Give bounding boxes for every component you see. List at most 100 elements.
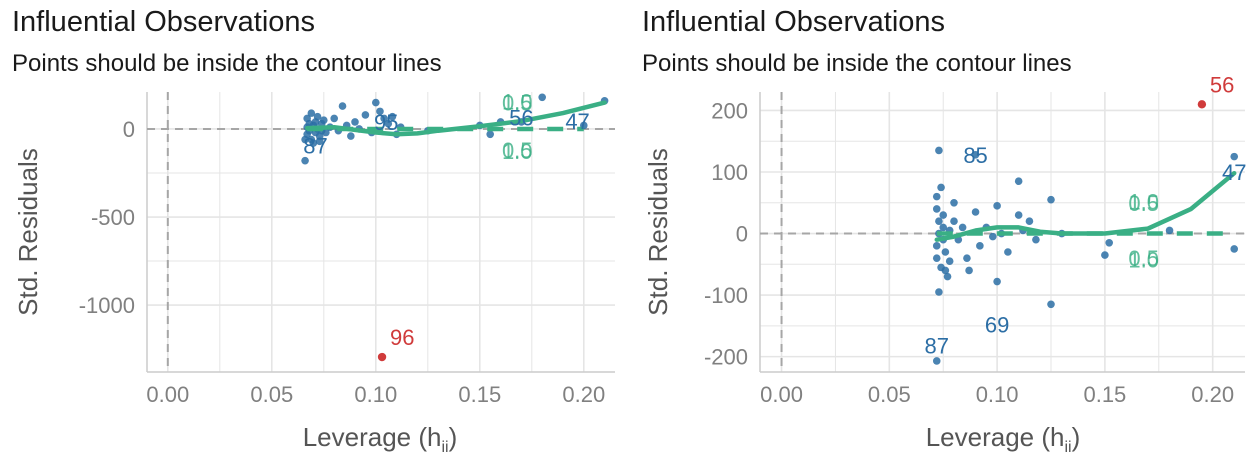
- data-point: [309, 139, 318, 147]
- data-point: [939, 211, 948, 219]
- data-point: [937, 183, 945, 192]
- x-tick-label: 0.15: [1083, 382, 1126, 407]
- contour-label: 1.0: [502, 139, 533, 164]
- contour-label: 1.0: [1128, 190, 1159, 215]
- data-point: [1025, 217, 1034, 226]
- influential-label: 96: [390, 325, 414, 350]
- y-tick-label: 0: [736, 222, 748, 247]
- x-tick-label: 0.05: [250, 382, 293, 407]
- data-point: [971, 208, 980, 216]
- y-tick-label: -500: [91, 205, 135, 230]
- x-tick-label: 0.10: [976, 382, 1019, 407]
- data-point: [351, 118, 359, 126]
- data-point: [932, 357, 941, 365]
- data-point: [322, 128, 330, 137]
- data-point: [989, 232, 997, 241]
- data-point: [976, 242, 984, 250]
- data-point: [1230, 152, 1239, 161]
- data-point: [1004, 248, 1012, 256]
- left-plot-area: 0.00 0.05 0.10 0.15 0.200-500-10000.51.00.51…: [13, 90, 615, 456]
- right-chart-panel: Influential Observations Points should b…: [630, 0, 1255, 472]
- data-point: [935, 217, 943, 226]
- data-point: [347, 132, 355, 140]
- data-point: [943, 272, 952, 281]
- data-point: [932, 205, 941, 213]
- data-point: [932, 254, 941, 262]
- y-tick-label: 0: [123, 117, 135, 142]
- data-point: [301, 156, 309, 165]
- point-label: 69: [985, 313, 1009, 338]
- data-point: [384, 119, 393, 128]
- contour-label: 0.5: [1128, 191, 1159, 216]
- point-label: 47: [1222, 160, 1246, 185]
- data-point: [376, 107, 384, 116]
- data-point: [330, 114, 339, 123]
- y-axis-label: Std. Residuals: [643, 148, 673, 316]
- data-point: [941, 266, 950, 275]
- x-tick-label: 0.05: [868, 382, 911, 407]
- data-point: [315, 137, 324, 146]
- chart-title: Influential Observations: [642, 6, 946, 38]
- right-plot-area: 0.00 0.05 0.10 0.15 0.202001000-100-2000.51.…: [643, 72, 1246, 456]
- data-point: [993, 202, 1001, 210]
- data-point: [361, 111, 370, 119]
- data-point: [932, 192, 941, 201]
- data-point: [1047, 195, 1055, 204]
- data-point: [950, 198, 958, 207]
- data-point: [941, 248, 950, 256]
- x-tick-label: 0.20: [1191, 382, 1234, 407]
- data-point: [993, 277, 1001, 286]
- left-chart-panel: Influential Observations Points should b…: [0, 0, 625, 472]
- point-label: 87: [925, 334, 949, 359]
- x-tick-label: 0.00: [760, 382, 803, 407]
- contour-line-fit: [934, 170, 1237, 242]
- y-tick-label: 200: [711, 98, 748, 123]
- chart-subtitle: Points should be inside the contour line…: [642, 50, 1072, 77]
- data-point: [1014, 211, 1023, 219]
- influential-point: [377, 352, 387, 362]
- contour-label: 1.0: [1128, 247, 1159, 272]
- x-axis-label: Leverage (hii): [303, 422, 458, 456]
- data-point: [1165, 226, 1174, 235]
- data-point: [963, 254, 971, 262]
- y-axis-label: Std. Residuals: [13, 148, 43, 316]
- contour-label: 0.5: [1128, 246, 1159, 271]
- data-point: [388, 112, 397, 121]
- y-tick-label: -100: [704, 283, 748, 308]
- point-label: 95: [374, 110, 398, 135]
- data-point: [1105, 238, 1113, 247]
- influential-point: [1197, 100, 1207, 109]
- x-tick-label: 0.00: [146, 382, 189, 407]
- contour-label: 0.5: [502, 138, 533, 163]
- x-tick-label: 0.15: [458, 382, 501, 407]
- data-point: [935, 146, 943, 155]
- data-point: [538, 93, 546, 102]
- data-point: [1047, 300, 1055, 309]
- contour-line-fit: [304, 100, 607, 137]
- data-point: [1230, 245, 1239, 253]
- x-tick-label: 0.10: [354, 382, 397, 407]
- data-point: [1101, 251, 1109, 259]
- data-point: [1032, 235, 1040, 244]
- x-tick-label: 0.20: [562, 382, 605, 407]
- chart-title: Influential Observations: [12, 6, 316, 38]
- y-tick-label: -1000: [79, 293, 135, 318]
- data-point: [372, 98, 380, 107]
- influential-label: 56: [1210, 72, 1234, 97]
- y-tick-label: 100: [711, 160, 748, 185]
- data-point: [950, 217, 958, 226]
- data-point: [307, 109, 316, 117]
- data-point: [320, 116, 328, 124]
- point-label: 87: [303, 134, 327, 159]
- point-label: 56: [509, 106, 533, 131]
- data-point: [958, 223, 967, 232]
- data-point: [971, 150, 980, 159]
- data-point: [945, 257, 954, 266]
- data-point: [939, 223, 948, 232]
- data-point: [932, 242, 941, 250]
- chart-subtitle: Points should be inside the contour line…: [12, 50, 442, 77]
- data-point: [338, 102, 347, 110]
- point-label: 47: [565, 109, 589, 134]
- contour-label: 1.0: [502, 90, 533, 115]
- data-point: [486, 130, 495, 139]
